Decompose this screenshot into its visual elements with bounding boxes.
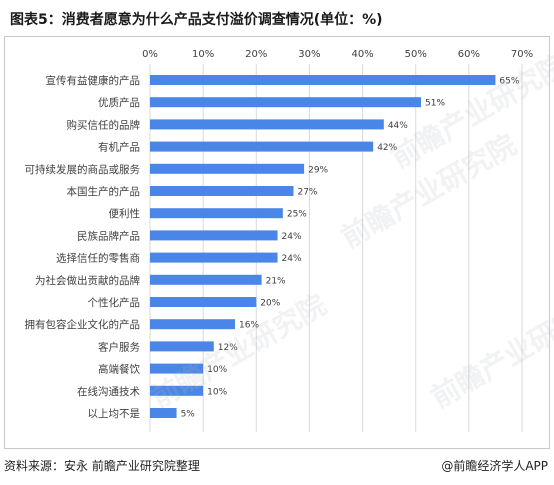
category-label: 高端餐饮 [98,363,140,376]
value-label: 27% [297,188,317,198]
value-label: 24% [282,254,302,264]
category-label: 本国生产的产品 [67,185,141,198]
x-tick-label: 40% [351,49,373,60]
category-label: 选择信任的零售商 [56,252,140,265]
bar [150,385,204,396]
value-label: 65% [499,77,519,87]
value-label: 21% [266,276,286,286]
category-label: 个性化产品 [88,296,141,309]
category-label: 拥有包容企业文化的产品 [25,318,141,331]
value-label: 12% [218,343,238,353]
x-tick-label: 30% [298,49,320,60]
x-tick-label: 60% [458,49,480,60]
value-label: 5% [181,410,196,420]
bar [150,75,496,85]
bar [150,341,214,352]
value-label: 24% [282,232,302,242]
bar [150,363,204,374]
chart-title: 图表5：消费者愿意为什么产品支付溢价调查情况(单位：%) [10,12,383,28]
bar [150,208,283,219]
value-label: 44% [388,121,408,131]
bar [150,230,278,241]
bar [150,119,384,130]
category-label: 宣传有益健康的产品 [46,74,141,87]
brand-credit: @前瞻经济学人APP [441,459,548,473]
chart-frame [4,36,550,449]
x-tick-label: 70% [511,49,533,60]
value-label: 25% [287,210,307,220]
category-label: 为社会做出贡献的品牌 [35,274,140,287]
category-label: 便利性 [109,207,141,220]
category-label: 以上均不是 [88,408,141,420]
x-tick-label: 50% [405,49,427,60]
x-tick-label: 20% [245,49,267,60]
bar [150,297,257,307]
value-label: 51% [425,99,445,109]
category-label: 民族品牌产品 [77,229,140,242]
category-label: 有机产品 [98,141,140,154]
source-note: 资料来源：安永 前瞻产业研究院整理 [4,459,200,473]
category-label: 在线沟通技术 [77,385,140,398]
bar [150,186,294,196]
value-label: 16% [239,321,259,331]
x-tick-label: 10% [192,49,214,60]
value-label: 20% [260,299,280,309]
bar [150,319,236,330]
category-label: 可持续发展的商品或服务 [25,163,141,176]
x-tick-label: 0% [142,49,158,60]
bar [150,252,278,263]
bar [150,141,374,152]
bar [150,274,262,285]
value-label: 10% [207,387,227,397]
value-label: 42% [377,143,397,153]
bar [150,163,305,174]
bar [150,408,177,418]
category-label: 优质产品 [98,96,140,109]
value-label: 10% [207,365,227,375]
category-label: 客户服务 [98,340,140,353]
category-label: 购买信任的品牌 [67,118,141,131]
value-label: 29% [308,165,328,175]
bar [150,97,422,108]
